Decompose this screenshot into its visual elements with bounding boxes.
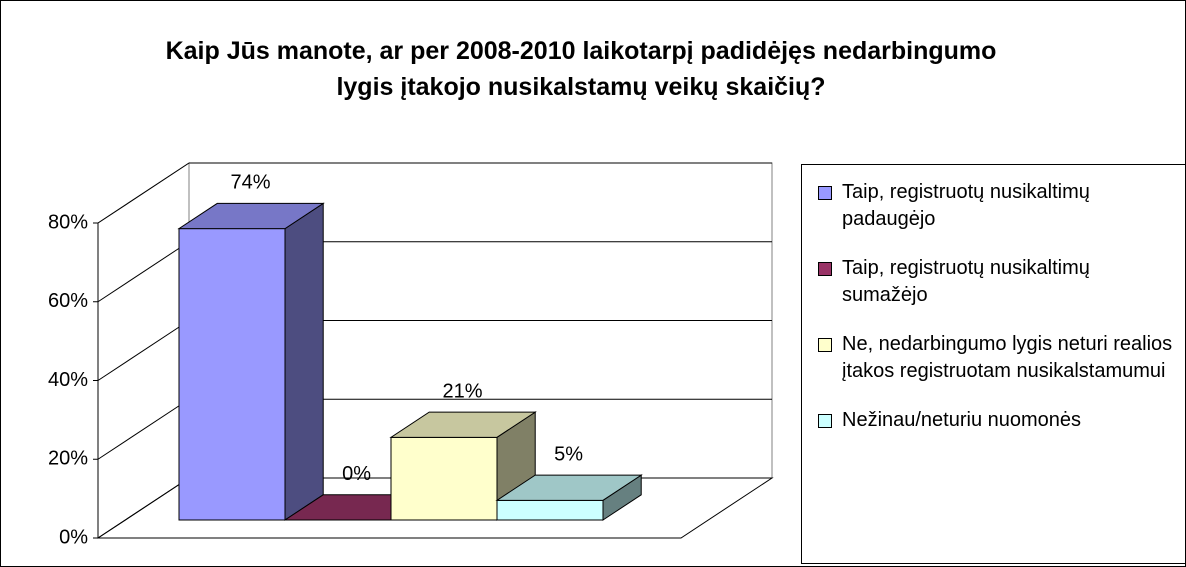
bar-front [390,436,498,521]
chart: 0% 20% 40% 60% 80% 74% 0% 21% 5% [48,162,774,548]
legend-label: Ne, nedarbingumo lygis neturi realios įt… [842,333,1173,382]
grid-line [97,477,190,539]
bar-side [284,202,324,521]
bar-top [495,474,643,501]
y-tick-label: 20% [48,448,88,470]
value-label: 0% [342,463,371,485]
bar-top [389,411,537,438]
legend-entry: Nežinau/neturiu nuomonės [818,407,1180,434]
legend-swatch [818,338,832,352]
legend-entry: Taip, registruotų nusikaltimų padaugėjo [818,179,1180,233]
legend-label: Nežinau/neturiu nuomonės [842,409,1082,431]
legend-label: Taip, registruotų nusikaltimų sumažėjo [842,257,1090,306]
legend: Taip, registruotų nusikaltimų padaugėjo T… [801,164,1185,564]
value-label: 5% [554,443,583,465]
grid-line [97,398,190,460]
bar-front [178,228,286,521]
grid-line [97,241,190,303]
grid-line [97,162,190,224]
y-tick-label: 0% [59,526,88,548]
legend-swatch [818,414,832,428]
bar-top [177,202,325,230]
legend-swatch [818,262,832,276]
y-tick-label: 60% [48,290,88,312]
value-label: 21% [443,380,483,402]
legend-entry: Taip, registruotų nusikaltimų sumažėjo [818,255,1180,309]
grid-line [97,320,190,381]
y-tick-label: 80% [48,211,88,233]
y-tick-label: 40% [48,369,88,391]
chart-title: Kaip Jūs manote, ar per 2008-2010 laikot… [165,37,997,101]
legend-swatch [818,186,832,200]
bar-front [496,499,604,521]
legend-label: Taip, registruotų nusikaltimų padaugėjo [842,181,1090,230]
value-label: 74% [231,172,271,194]
legend-entry: Ne, nedarbingumo lygis neturi realios įt… [818,331,1180,385]
